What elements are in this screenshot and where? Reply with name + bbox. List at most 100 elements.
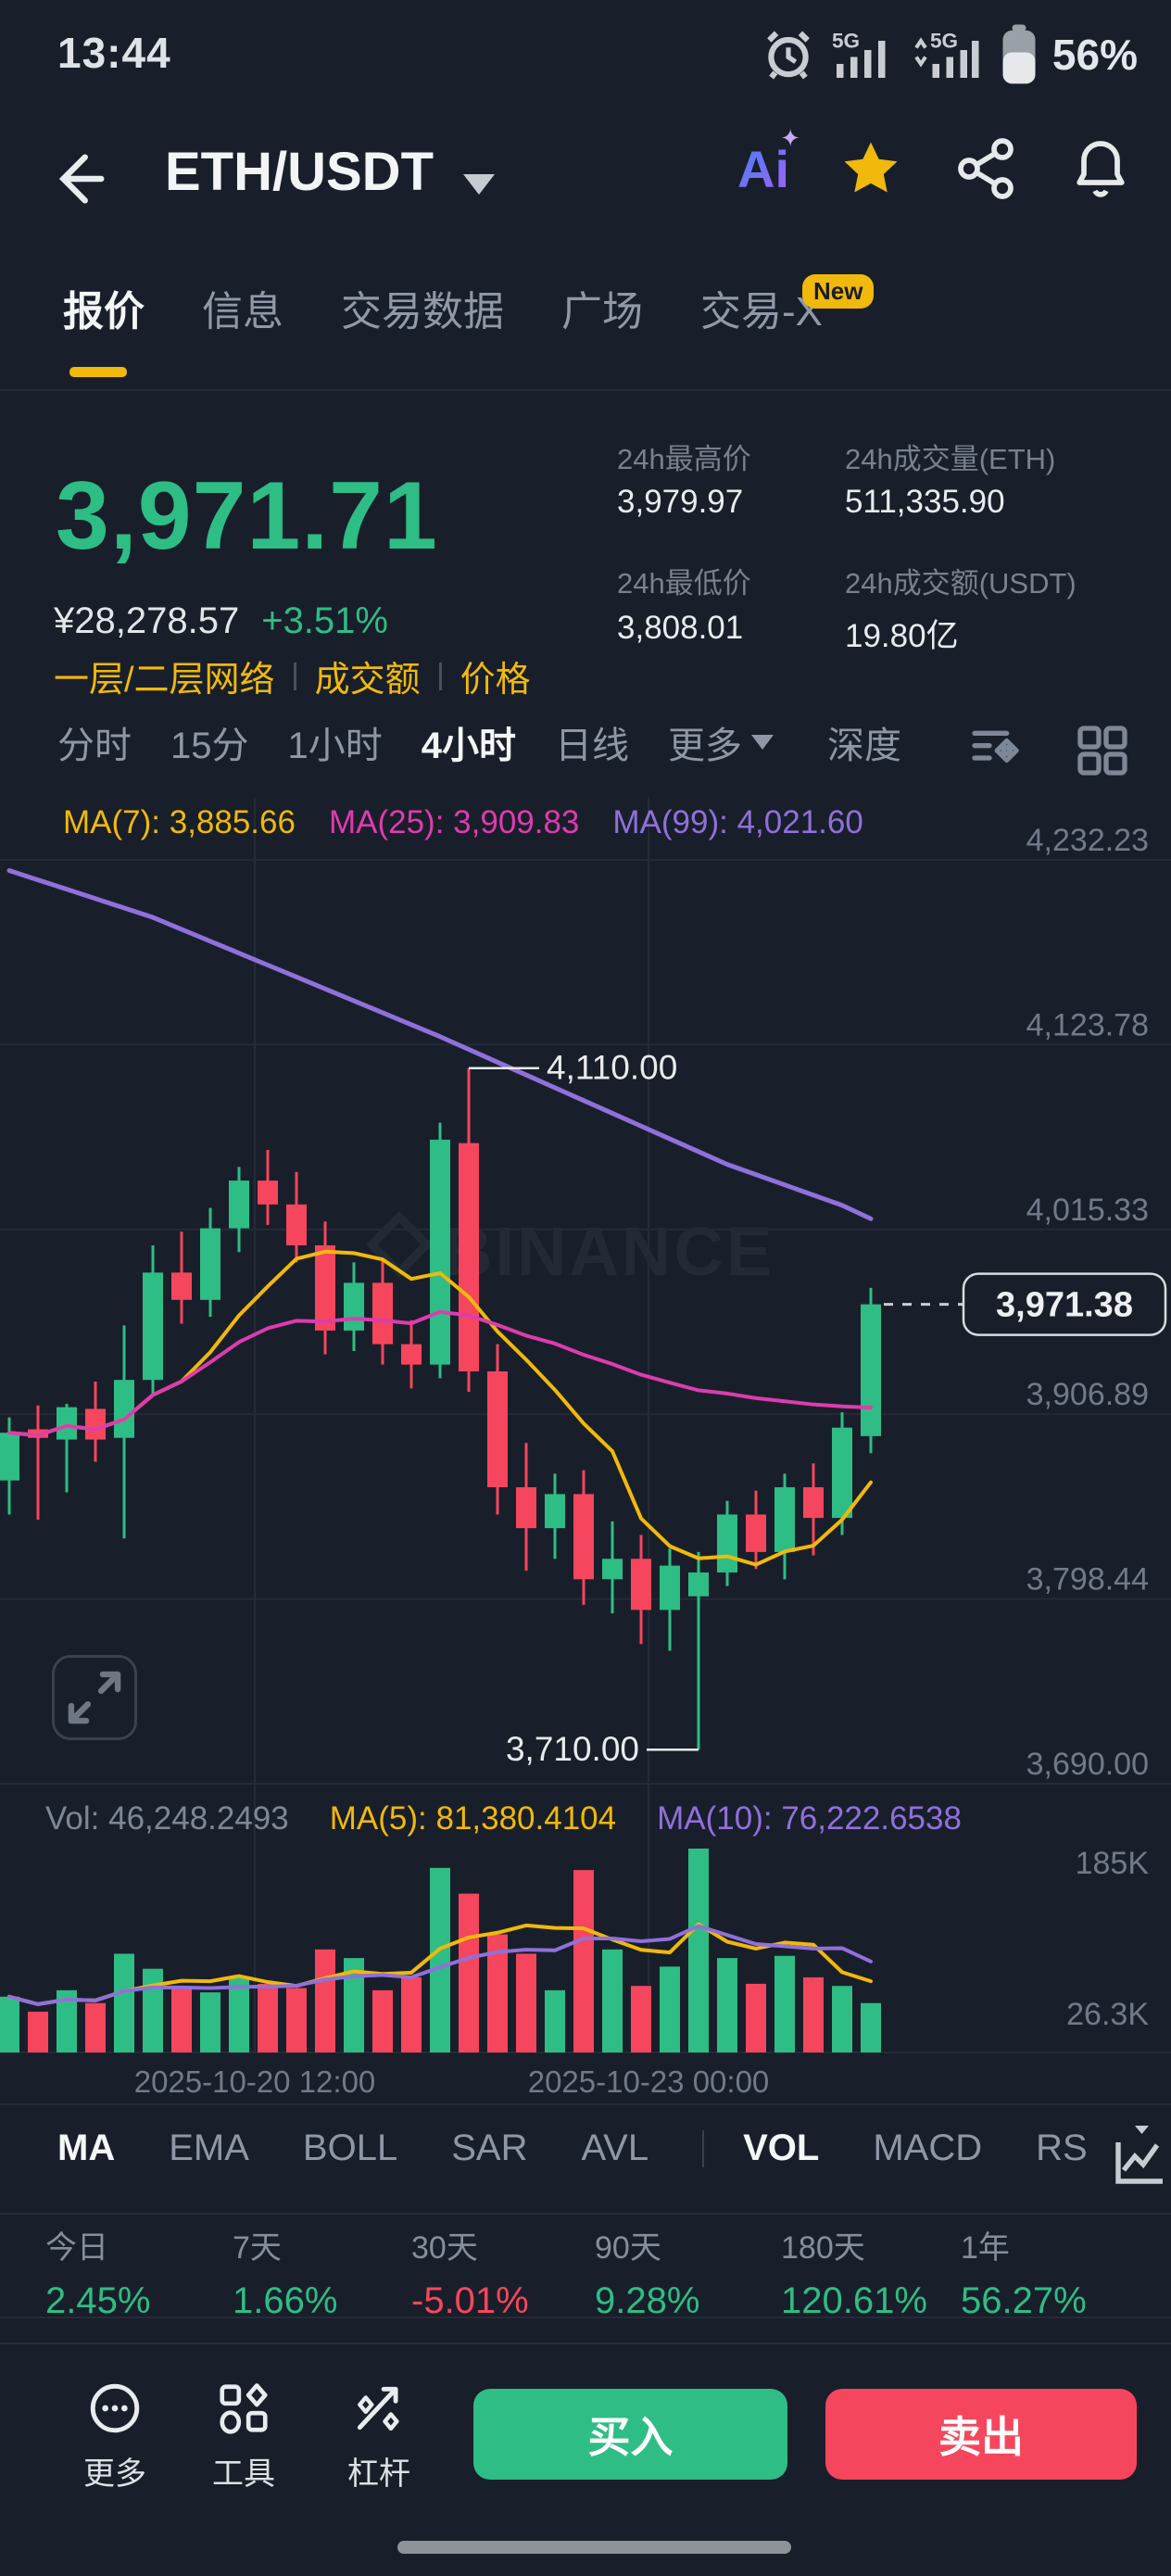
tab-quotes[interactable]: 报价 bbox=[63, 289, 145, 335]
tab-square[interactable]: 广场 bbox=[561, 289, 643, 335]
svg-text:BINANCE: BINANCE bbox=[443, 1213, 774, 1290]
tf-1h[interactable]: 1小时 bbox=[287, 726, 383, 766]
candles bbox=[0, 1067, 881, 1750]
binance-watermark: BINANCE bbox=[365, 1210, 774, 1290]
back-button[interactable] bbox=[44, 146, 109, 211]
change-percent: +3.51% bbox=[261, 600, 388, 641]
svg-text:4,123.78: 4,123.78 bbox=[1026, 1007, 1149, 1042]
tools-label: 工具 bbox=[212, 2456, 275, 2492]
svg-text:3,971.38: 3,971.38 bbox=[996, 1286, 1133, 1325]
chart-annotations: 4,110.00 3,710.00 3,971.38 bbox=[469, 1049, 1167, 1768]
grid-layout-icon[interactable] bbox=[1073, 721, 1132, 780]
perf-label: 90天 bbox=[595, 2230, 661, 2266]
divider bbox=[0, 2103, 1171, 2105]
battery-icon bbox=[1002, 24, 1036, 84]
divider bbox=[438, 662, 442, 690]
svg-text:4,015.33: 4,015.33 bbox=[1026, 1193, 1149, 1228]
high-label: 24h最高价 bbox=[617, 443, 751, 475]
perf-value: -5.01% bbox=[411, 2280, 529, 2321]
active-tab-underline bbox=[69, 367, 127, 377]
last-price: 3,971.71 bbox=[56, 462, 438, 570]
battery-percent: 56% bbox=[1051, 31, 1138, 79]
divider bbox=[0, 2213, 1171, 2215]
sell-button[interactable]: 卖出 bbox=[825, 2389, 1137, 2480]
pair-dropdown-caret[interactable] bbox=[463, 174, 495, 195]
tab-info[interactable]: 信息 bbox=[202, 289, 283, 335]
link-layer-networks[interactable]: 一层/二层网络 bbox=[54, 661, 275, 700]
axis-labels: 4,232.23 4,123.78 4,015.33 3,906.89 3,798.44… bbox=[134, 823, 1150, 2099]
quote-volume-value: 19.80亿 bbox=[845, 618, 959, 654]
indicator-rsi[interactable]: RS bbox=[1036, 2128, 1088, 2168]
tools-icon bbox=[220, 2383, 268, 2434]
indicator-ema[interactable]: EMA bbox=[169, 2128, 249, 2168]
svg-text:3,690.00: 3,690.00 bbox=[1026, 1747, 1149, 1782]
tf-depth[interactable]: 深度 bbox=[827, 726, 901, 766]
ai-assistant-icon[interactable]: Ai ✦ bbox=[737, 123, 800, 198]
ma99-label: MA(99): 4,021.60 bbox=[612, 804, 863, 840]
perf-value: 120.61% bbox=[781, 2280, 927, 2321]
tf-1d[interactable]: 日线 bbox=[555, 726, 629, 766]
more-ellipsis-icon bbox=[90, 2383, 140, 2433]
perf-label: 180天 bbox=[781, 2230, 865, 2266]
svg-text:4,232.23: 4,232.23 bbox=[1026, 823, 1149, 858]
link-price[interactable]: 价格 bbox=[460, 661, 531, 700]
high-value: 3,979.97 bbox=[617, 484, 744, 520]
indicator-vol[interactable]: VOL bbox=[743, 2128, 820, 2168]
nav-tabs: 报价 信息 交易数据 广场 交易-X bbox=[63, 278, 823, 337]
chart-grid bbox=[0, 797, 1171, 2053]
more-button[interactable]: 更多 bbox=[50, 2380, 180, 2494]
favorite-star-icon[interactable] bbox=[837, 135, 904, 202]
indicator-chart-icon[interactable] bbox=[1110, 2120, 1171, 2192]
pair-title[interactable]: ETH/USDT bbox=[165, 142, 434, 202]
svg-text:3,906.89: 3,906.89 bbox=[1026, 1377, 1149, 1412]
svg-text:2025-10-20 12:00: 2025-10-20 12:00 bbox=[134, 2065, 376, 2099]
status-time: 13:44 bbox=[57, 29, 171, 77]
indicator-macd[interactable]: MACD bbox=[873, 2128, 983, 2168]
alarm-icon bbox=[767, 31, 810, 80]
quote-volume-label: 24h成交额(USDT) bbox=[845, 567, 1077, 600]
indicator-boll[interactable]: BOLL bbox=[302, 2128, 398, 2168]
volume-label: 24h成交量(ETH) bbox=[845, 443, 1056, 475]
vol-label: Vol: 46,248.2493 bbox=[45, 1800, 289, 1837]
volume-bars bbox=[0, 1848, 881, 2052]
tools-button[interactable]: 工具 bbox=[179, 2380, 308, 2494]
vol-ma10-label: MA(10): 76,222.6538 bbox=[657, 1800, 962, 1837]
buy-button[interactable]: 买入 bbox=[473, 2389, 787, 2480]
divider bbox=[0, 389, 1171, 391]
expand-chart-button[interactable] bbox=[52, 1655, 137, 1740]
tf-more[interactable]: 更多 bbox=[668, 715, 774, 769]
signal-5g-icon: 5G bbox=[832, 30, 886, 78]
tf-4h[interactable]: 4小时 bbox=[421, 726, 516, 766]
indicator-avl[interactable]: AVL bbox=[581, 2128, 649, 2168]
ma-lines bbox=[6, 867, 874, 1567]
svg-text:4,110.00: 4,110.00 bbox=[547, 1049, 677, 1087]
notification-bell-icon[interactable] bbox=[1067, 135, 1134, 202]
divider bbox=[0, 2317, 1171, 2318]
svg-text:3,798.44: 3,798.44 bbox=[1026, 1562, 1149, 1597]
indicator-ma[interactable]: MA bbox=[57, 2128, 116, 2168]
link-turnover[interactable]: 成交额 bbox=[314, 661, 421, 700]
net2-label: 5G bbox=[930, 30, 958, 53]
chevron-down-icon bbox=[751, 735, 774, 750]
ma25-label: MA(25): 3,909.83 bbox=[328, 804, 580, 840]
tf-15m[interactable]: 15分 bbox=[170, 726, 249, 766]
volume-value: 511,335.90 bbox=[845, 484, 1005, 520]
perf-value: 9.28% bbox=[595, 2280, 700, 2321]
perf-label: 7天 bbox=[233, 2230, 282, 2266]
home-indicator bbox=[397, 2541, 791, 2554]
perf-label: 1年 bbox=[961, 2230, 1010, 2266]
indicator-sar[interactable]: SAR bbox=[451, 2128, 528, 2168]
expand-icon bbox=[68, 1671, 121, 1724]
leverage-button[interactable]: 杠杆 bbox=[314, 2380, 444, 2494]
share-icon[interactable] bbox=[952, 135, 1019, 202]
sparkle-icon: ✦ bbox=[780, 123, 800, 152]
leverage-label: 杠杆 bbox=[347, 2456, 410, 2492]
new-badge: New bbox=[802, 274, 875, 309]
tf-time[interactable]: 分时 bbox=[57, 726, 132, 766]
indicator-settings-icon[interactable] bbox=[967, 721, 1026, 780]
svg-text:2025-10-23 00:00: 2025-10-23 00:00 bbox=[528, 2065, 770, 2099]
svg-text:26.3K: 26.3K bbox=[1066, 1997, 1149, 2032]
tab-trading-data[interactable]: 交易数据 bbox=[341, 289, 504, 335]
